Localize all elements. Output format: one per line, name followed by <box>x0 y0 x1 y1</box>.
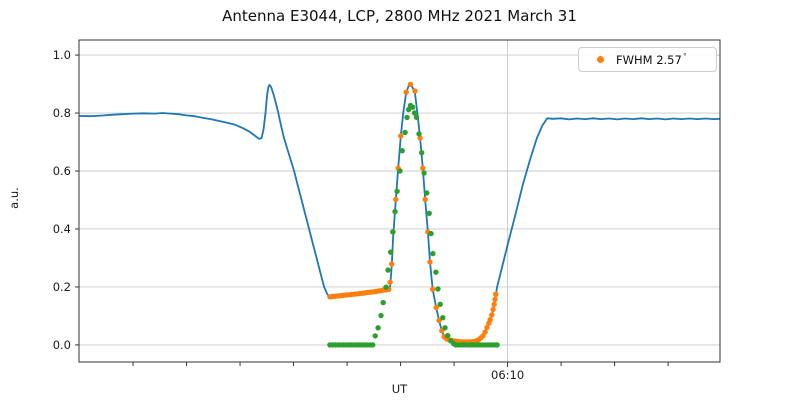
gridlines <box>79 40 720 362</box>
degree-symbol: ° <box>682 52 687 62</box>
legend-label: FWHM 2.57° <box>616 52 687 67</box>
axis-ticks <box>75 54 669 367</box>
y-tick-label: 0.0 <box>53 338 71 352</box>
y-tick-label: 0.6 <box>53 164 71 178</box>
x-axis-label: UT <box>391 382 408 396</box>
axis-tick-labels: 0.0 0.2 0.4 0.6 0.8 1.0 06:10 <box>53 48 524 382</box>
legend-marker-icon <box>597 56 604 63</box>
y-tick-label: 0.8 <box>53 106 71 120</box>
y-tick-label: 1.0 <box>53 48 71 62</box>
chart-title: Antenna E3044, LCP, 2800 MHz 2021 March … <box>222 7 577 25</box>
measured-scan-dots <box>327 81 499 345</box>
antenna-signal <box>79 84 720 344</box>
y-axis-label: a.u. <box>7 187 21 209</box>
gaussian-fit-dots <box>327 102 500 348</box>
y-tick-label: 0.4 <box>53 222 71 236</box>
legend: FWHM 2.57° <box>578 47 717 72</box>
series <box>79 81 720 348</box>
plot-border <box>78 39 721 363</box>
x-tick-label: 06:10 <box>491 368 524 382</box>
y-tick-label: 0.2 <box>53 280 71 294</box>
